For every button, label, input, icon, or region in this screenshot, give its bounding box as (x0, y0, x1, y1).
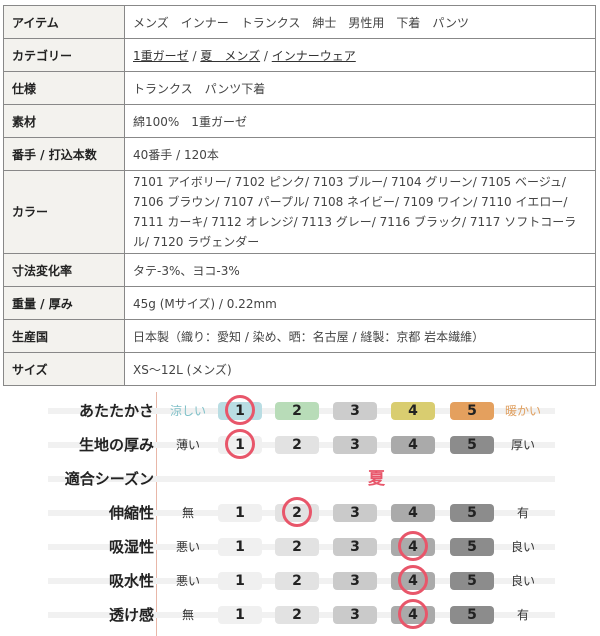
spec-value: トランクス パンツ下着 (124, 71, 596, 105)
scale-box-5: 5 (450, 606, 494, 624)
scale-box-5: 5 (450, 538, 494, 556)
spec-value: メンズ インナー トランクス 紳士 男性用 下着 パンツ (124, 5, 596, 39)
spec-label: アイテム (3, 5, 125, 39)
selected-marker (398, 599, 428, 629)
spec-row: カテゴリー 1重ガーゼ / 夏 メンズ / インナーウェア (3, 38, 596, 72)
scale-box-5: 5 (450, 504, 494, 522)
scale-box-2: 2 (275, 572, 319, 590)
scale-box-1: 1 (218, 504, 262, 522)
low-label: 無 (181, 608, 194, 622)
rating-label: 伸縮性 (108, 504, 154, 522)
row-band (48, 476, 555, 482)
spec-row: 番手 / 打込本数 40番手 / 120本 (3, 137, 596, 171)
rating-label: 吸水性 (108, 572, 154, 590)
spec-row: カラー 7101 アイボリー/ 7102 ピンク/ 7103 ブルー/ 7104 … (3, 170, 596, 254)
rating-label: 透け感 (108, 606, 154, 624)
rating-row: 吸水性 悪い 良い 1 2 3 4 5 (48, 564, 555, 598)
scale-box-2: 2 (275, 606, 319, 624)
spec-value: 綿100% 1重ガーゼ (124, 104, 596, 138)
spec-label: 素材 (3, 104, 125, 138)
low-label: 薄い (175, 438, 200, 452)
rating-row: 適合シーズン 夏 (48, 462, 555, 496)
rating-label: あたたかさ (78, 402, 154, 420)
selected-marker (225, 395, 255, 425)
category-link[interactable]: 1重ガーゼ (133, 48, 189, 63)
scale-box-3: 3 (333, 606, 377, 624)
spec-label: 重量 / 厚み (3, 286, 125, 320)
scale-box-3: 3 (333, 538, 377, 556)
high-label: 良い (510, 574, 535, 588)
scale-box-1: 1 (218, 572, 262, 590)
spec-value: 45g (Mサイズ) / 0.22mm (124, 286, 596, 320)
high-label: 良い (510, 540, 535, 554)
spec-row: 寸法変化率 タテ-3%、ヨコ-3% (3, 253, 596, 287)
rating-row: 伸縮性無有 1 2 3 4 5 (48, 496, 555, 530)
category-link[interactable]: 夏 メンズ (200, 48, 261, 63)
selected-marker (225, 429, 255, 459)
spec-label: サイズ (3, 352, 125, 386)
spec-row: アイテム メンズ インナー トランクス 紳士 男性用 下着 パンツ (3, 5, 596, 39)
separator: / (260, 48, 272, 63)
spec-row: 生産国 日本製（織り：愛知 / 染め、晒：名古屋 / 縫製：京都 岩本繊維） (3, 319, 596, 353)
spec-row: サイズ XS～12L (メンズ) (3, 352, 596, 386)
spec-label: カテゴリー (3, 38, 125, 72)
scale-box-3: 3 (333, 572, 377, 590)
scale-box-4: 4 (391, 504, 435, 522)
scale-box-2: 2 (275, 538, 319, 556)
spec-label: 番手 / 打込本数 (3, 137, 125, 171)
rating-chart: あたたかさ 涼しい 暖かい 1 2 3 4 5 生地の厚み 薄い 厚い 1 2 3 4 5 適合シーズン夏伸縮性… (0, 392, 600, 636)
low-label: 涼しい (169, 404, 206, 418)
season-value: 夏 (368, 469, 385, 489)
rating-row: 生地の厚み 薄い 厚い 1 2 3 4 5 (48, 428, 555, 462)
spec-row: 重量 / 厚み 45g (Mサイズ) / 0.22mm (3, 286, 596, 320)
rating-row: 透け感無有 1 2 3 4 5 (48, 598, 555, 632)
scale-box-5: 5 (450, 436, 494, 454)
spec-label: 寸法変化率 (3, 253, 125, 287)
spec-row: 仕様 トランクス パンツ下着 (3, 71, 596, 105)
rating-label: 生地の厚み (78, 436, 154, 454)
scale-box-5: 5 (450, 572, 494, 590)
spec-label: 生産国 (3, 319, 125, 353)
selected-marker (398, 531, 428, 561)
low-label: 無 (181, 506, 194, 520)
low-label: 悪い (175, 540, 200, 554)
scale-box-3: 3 (333, 402, 377, 420)
scale-box-4: 4 (391, 436, 435, 454)
scale-box-2: 2 (275, 402, 319, 420)
spec-row: 素材 綿100% 1重ガーゼ (3, 104, 596, 138)
high-label: 厚い (510, 438, 535, 452)
spec-value: 日本製（織り：愛知 / 染め、晒：名古屋 / 縫製：京都 岩本繊維） (124, 319, 596, 353)
high-label: 有 (516, 608, 529, 622)
spec-label: 仕様 (3, 71, 125, 105)
category-link[interactable]: インナーウェア (271, 48, 356, 63)
scale-box-2: 2 (275, 436, 319, 454)
spec-label: カラー (3, 170, 125, 254)
high-label: 有 (516, 506, 529, 520)
selected-marker (398, 565, 428, 595)
spec-value: 7101 アイボリー/ 7102 ピンク/ 7103 ブルー/ 7104 グリー… (124, 170, 596, 254)
scale-box-3: 3 (333, 504, 377, 522)
scale-box-4: 4 (391, 402, 435, 420)
spec-value: タテ-3%、ヨコ-3% (124, 253, 596, 287)
scale-box-1: 1 (218, 538, 262, 556)
rating-row: 吸湿性 悪い 良い 1 2 3 4 5 (48, 530, 555, 564)
spec-value: 1重ガーゼ / 夏 メンズ / インナーウェア (124, 38, 596, 72)
rating-label: 吸湿性 (108, 538, 154, 556)
scale-box-1: 1 (218, 606, 262, 624)
selected-marker (282, 497, 312, 527)
spec-value: 40番手 / 120本 (124, 137, 596, 171)
scale-box-5: 5 (450, 402, 494, 420)
low-label: 悪い (175, 574, 200, 588)
rating-row: あたたかさ 涼しい 暖かい 1 2 3 4 5 (48, 394, 555, 428)
rating-label: 適合シーズン (64, 470, 154, 488)
scale-box-3: 3 (333, 436, 377, 454)
spec-table: アイテム メンズ インナー トランクス 紳士 男性用 下着 パンツ カテゴリー 1重ガ… (3, 5, 596, 386)
separator: / (188, 48, 201, 63)
spec-value: XS～12L (メンズ) (124, 352, 596, 386)
high-label: 暖かい (504, 404, 541, 418)
